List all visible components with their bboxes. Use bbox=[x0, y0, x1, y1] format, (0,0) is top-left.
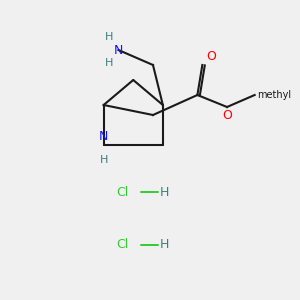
Text: Cl: Cl bbox=[116, 238, 128, 251]
Text: H: H bbox=[105, 58, 113, 68]
Text: H: H bbox=[160, 185, 169, 199]
Text: O: O bbox=[206, 50, 216, 63]
Text: N: N bbox=[99, 130, 108, 143]
Text: O: O bbox=[222, 109, 232, 122]
Text: Cl: Cl bbox=[116, 185, 128, 199]
Text: H: H bbox=[160, 238, 169, 251]
Text: H: H bbox=[105, 32, 113, 42]
Text: H: H bbox=[99, 155, 108, 165]
Text: N: N bbox=[114, 44, 123, 56]
Text: methyl: methyl bbox=[258, 90, 292, 100]
